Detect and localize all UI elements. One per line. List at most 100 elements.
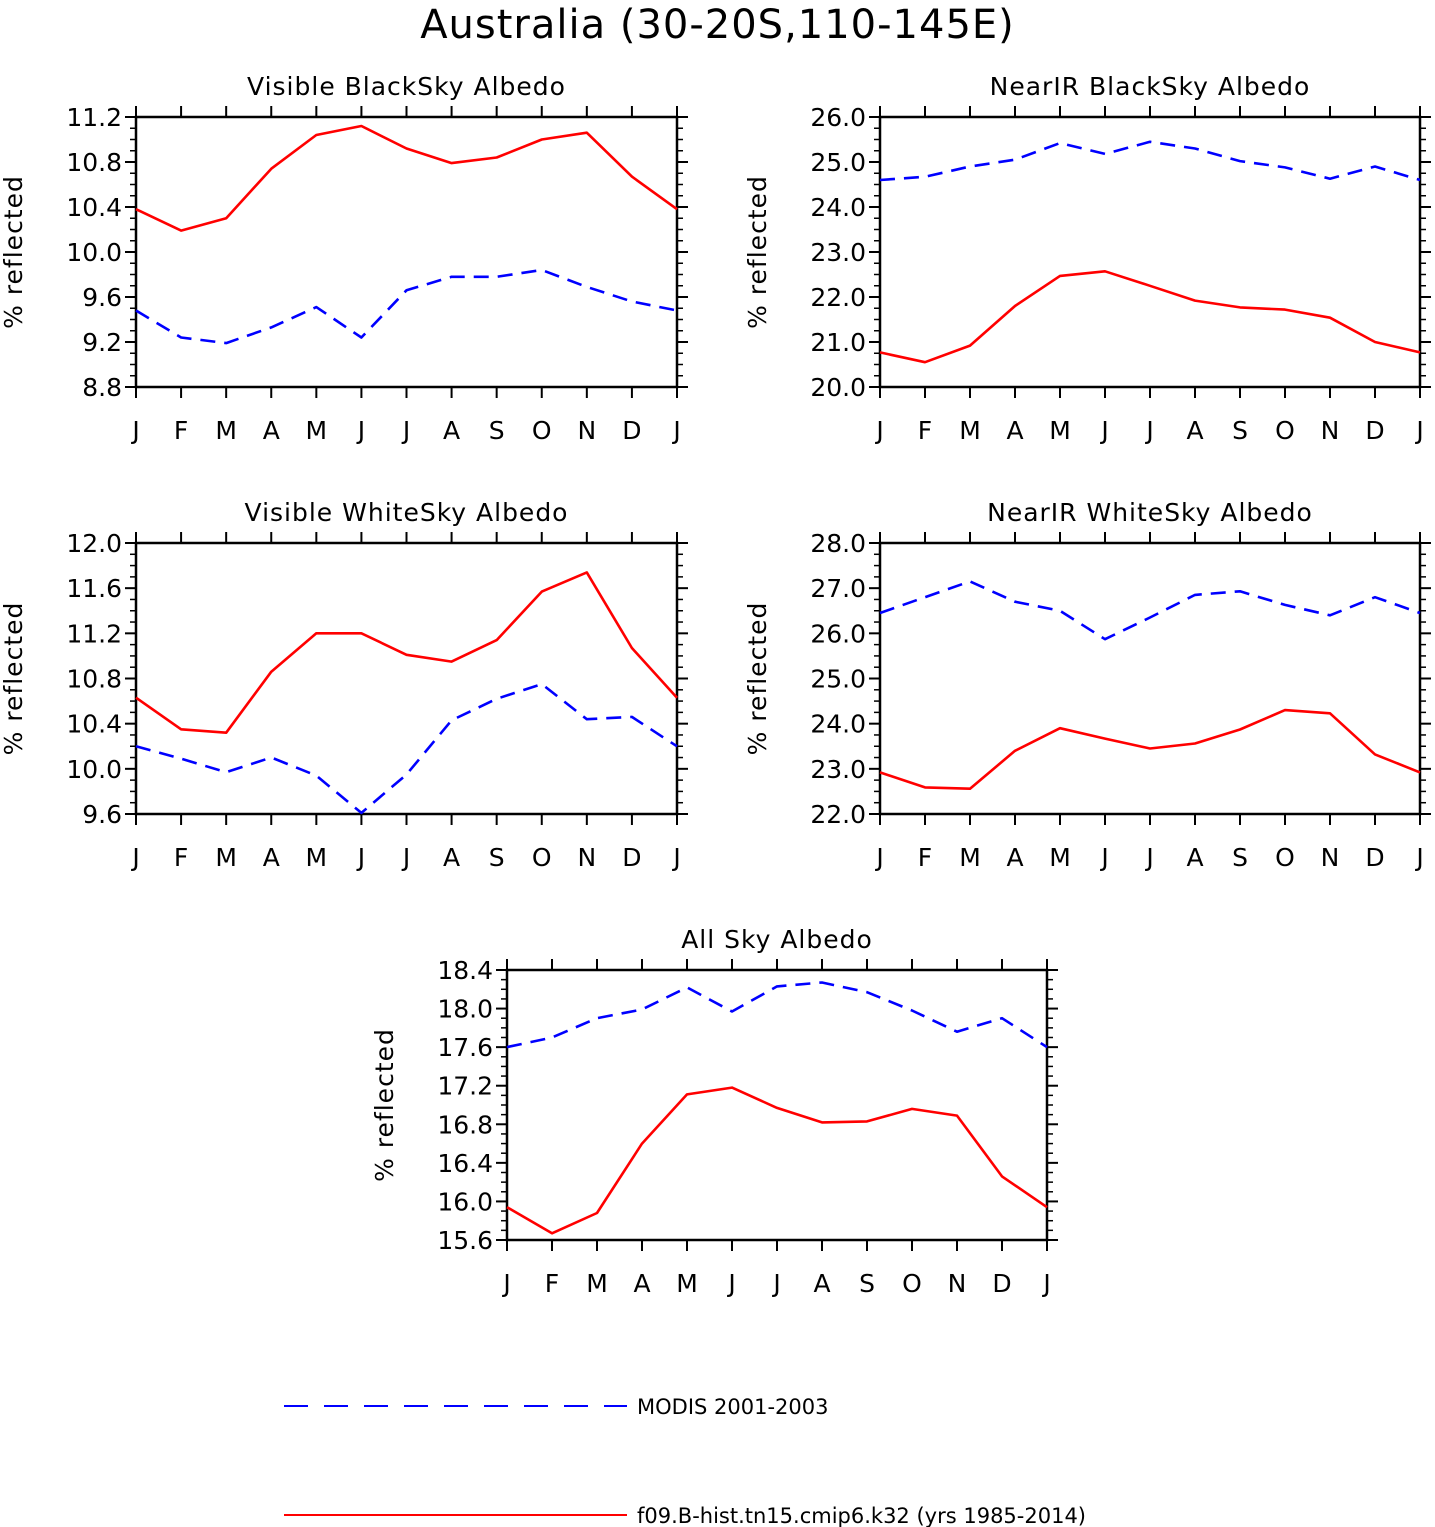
series-line-model: [879, 269, 1421, 364]
series-line-model: [135, 124, 678, 232]
x-tick-label: J: [401, 416, 410, 445]
x-tick-label: M: [1049, 416, 1071, 445]
x-tick-label: S: [489, 416, 505, 445]
plot-frame: [505, 968, 1049, 1242]
panel-title: NearIR WhiteSky Albedo: [987, 498, 1313, 527]
x-tick-label: O: [902, 1269, 922, 1298]
y-tick-label: 20.0: [810, 373, 866, 402]
x-tick-label: J: [1099, 843, 1108, 872]
series-line-obs: [879, 140, 1421, 182]
y-tick-label: 24.0: [810, 193, 866, 222]
y-axis-label: % reflected: [743, 175, 772, 329]
x-tick-label: F: [174, 843, 188, 872]
y-tick-label: 10.0: [66, 755, 122, 784]
y-tick-label: 21.0: [810, 328, 866, 357]
y-tick-label: 18.4: [437, 956, 493, 985]
x-tick-label: J: [1414, 843, 1423, 872]
y-tick-label: 16.8: [437, 1110, 493, 1139]
x-tick-label: M: [306, 843, 328, 872]
y-tick-label: 15.6: [437, 1226, 493, 1255]
y-tick-label: 25.0: [810, 148, 866, 177]
x-tick-label: S: [859, 1269, 875, 1298]
y-axis-label: % reflected: [743, 602, 772, 756]
x-tick-label: F: [545, 1269, 559, 1298]
series-line-model: [135, 571, 678, 735]
x-tick-label: N: [1321, 843, 1340, 872]
x-tick-label: J: [130, 843, 139, 872]
x-tick-label: D: [1365, 416, 1384, 445]
y-tick-label: 23.0: [810, 238, 866, 267]
x-tick-label: M: [959, 843, 981, 872]
y-axis-label: % reflected: [370, 1028, 399, 1182]
series-line-obs: [135, 268, 678, 345]
x-tick-label: S: [1232, 843, 1248, 872]
y-tick-label: 26.0: [810, 103, 866, 132]
x-tick-label: D: [992, 1269, 1011, 1298]
x-tick-label: M: [1049, 843, 1071, 872]
legend-label-model: f09.B-hist.tn15.cmip6.k32 (yrs 1985-2014…: [637, 1504, 1086, 1527]
y-tick-label: 12.0: [66, 529, 122, 558]
x-tick-label: A: [263, 416, 280, 445]
x-tick-label: D: [622, 843, 641, 872]
x-tick-label: M: [586, 1269, 608, 1298]
series-line-obs: [879, 580, 1421, 641]
y-tick-label: 23.0: [810, 755, 866, 784]
x-tick-label: F: [918, 843, 932, 872]
x-tick-label: A: [633, 1269, 650, 1298]
y-tick-label: 9.6: [82, 800, 122, 829]
x-tick-label: M: [215, 843, 237, 872]
y-tick-label: 16.0: [437, 1187, 493, 1216]
x-tick-label: A: [1006, 843, 1023, 872]
x-tick-label: N: [577, 416, 596, 445]
x-tick-label: J: [771, 1269, 780, 1298]
x-tick-label: S: [489, 843, 505, 872]
plot-frame: [878, 115, 1422, 389]
y-tick-label: 10.8: [66, 148, 122, 177]
x-tick-label: S: [1232, 416, 1248, 445]
y-tick-label: 22.0: [810, 800, 866, 829]
y-tick-label: 10.0: [66, 238, 122, 267]
x-tick-label: O: [1275, 416, 1295, 445]
y-tick-label: 10.8: [66, 665, 122, 694]
x-tick-label: O: [1275, 843, 1295, 872]
x-tick-label: A: [813, 1269, 830, 1298]
panel-title: Visible WhiteSky Albedo: [245, 498, 569, 527]
x-tick-label: M: [215, 416, 237, 445]
plot-frame: [134, 115, 679, 389]
y-tick-label: 28.0: [810, 529, 866, 558]
x-tick-label: J: [356, 843, 365, 872]
x-tick-label: O: [532, 843, 552, 872]
y-tick-label: 26.0: [810, 619, 866, 648]
x-tick-label: O: [532, 416, 552, 445]
x-tick-label: A: [263, 843, 280, 872]
x-tick-label: A: [443, 843, 460, 872]
y-tick-label: 16.4: [437, 1149, 493, 1178]
x-tick-label: M: [306, 416, 328, 445]
panel-title: NearIR BlackSky Albedo: [990, 72, 1311, 101]
y-tick-label: 10.4: [66, 193, 122, 222]
x-tick-label: N: [577, 843, 596, 872]
x-tick-label: J: [1041, 1269, 1050, 1298]
x-tick-label: J: [501, 1269, 510, 1298]
y-tick-label: 11.6: [66, 574, 122, 603]
x-tick-label: F: [918, 416, 932, 445]
y-tick-label: 17.6: [437, 1033, 493, 1062]
x-tick-label: N: [1321, 416, 1340, 445]
x-tick-label: D: [622, 416, 641, 445]
y-tick-label: 9.2: [82, 328, 122, 357]
x-tick-label: J: [671, 416, 680, 445]
x-tick-label: A: [1186, 416, 1203, 445]
y-tick-label: 9.6: [82, 283, 122, 312]
legend-label-obs: MODIS 2001-2003: [637, 1395, 828, 1419]
y-tick-label: 11.2: [66, 103, 122, 132]
x-tick-label: A: [1186, 843, 1203, 872]
x-tick-label: A: [443, 416, 460, 445]
x-tick-label: J: [1144, 843, 1153, 872]
legend: MODIS 2001-2003 f09.B-hist.tn15.cmip6.k32…: [284, 1395, 1086, 1527]
panel-title: Visible BlackSky Albedo: [247, 72, 566, 101]
x-tick-label: J: [1144, 416, 1153, 445]
series-line-model: [879, 708, 1421, 791]
